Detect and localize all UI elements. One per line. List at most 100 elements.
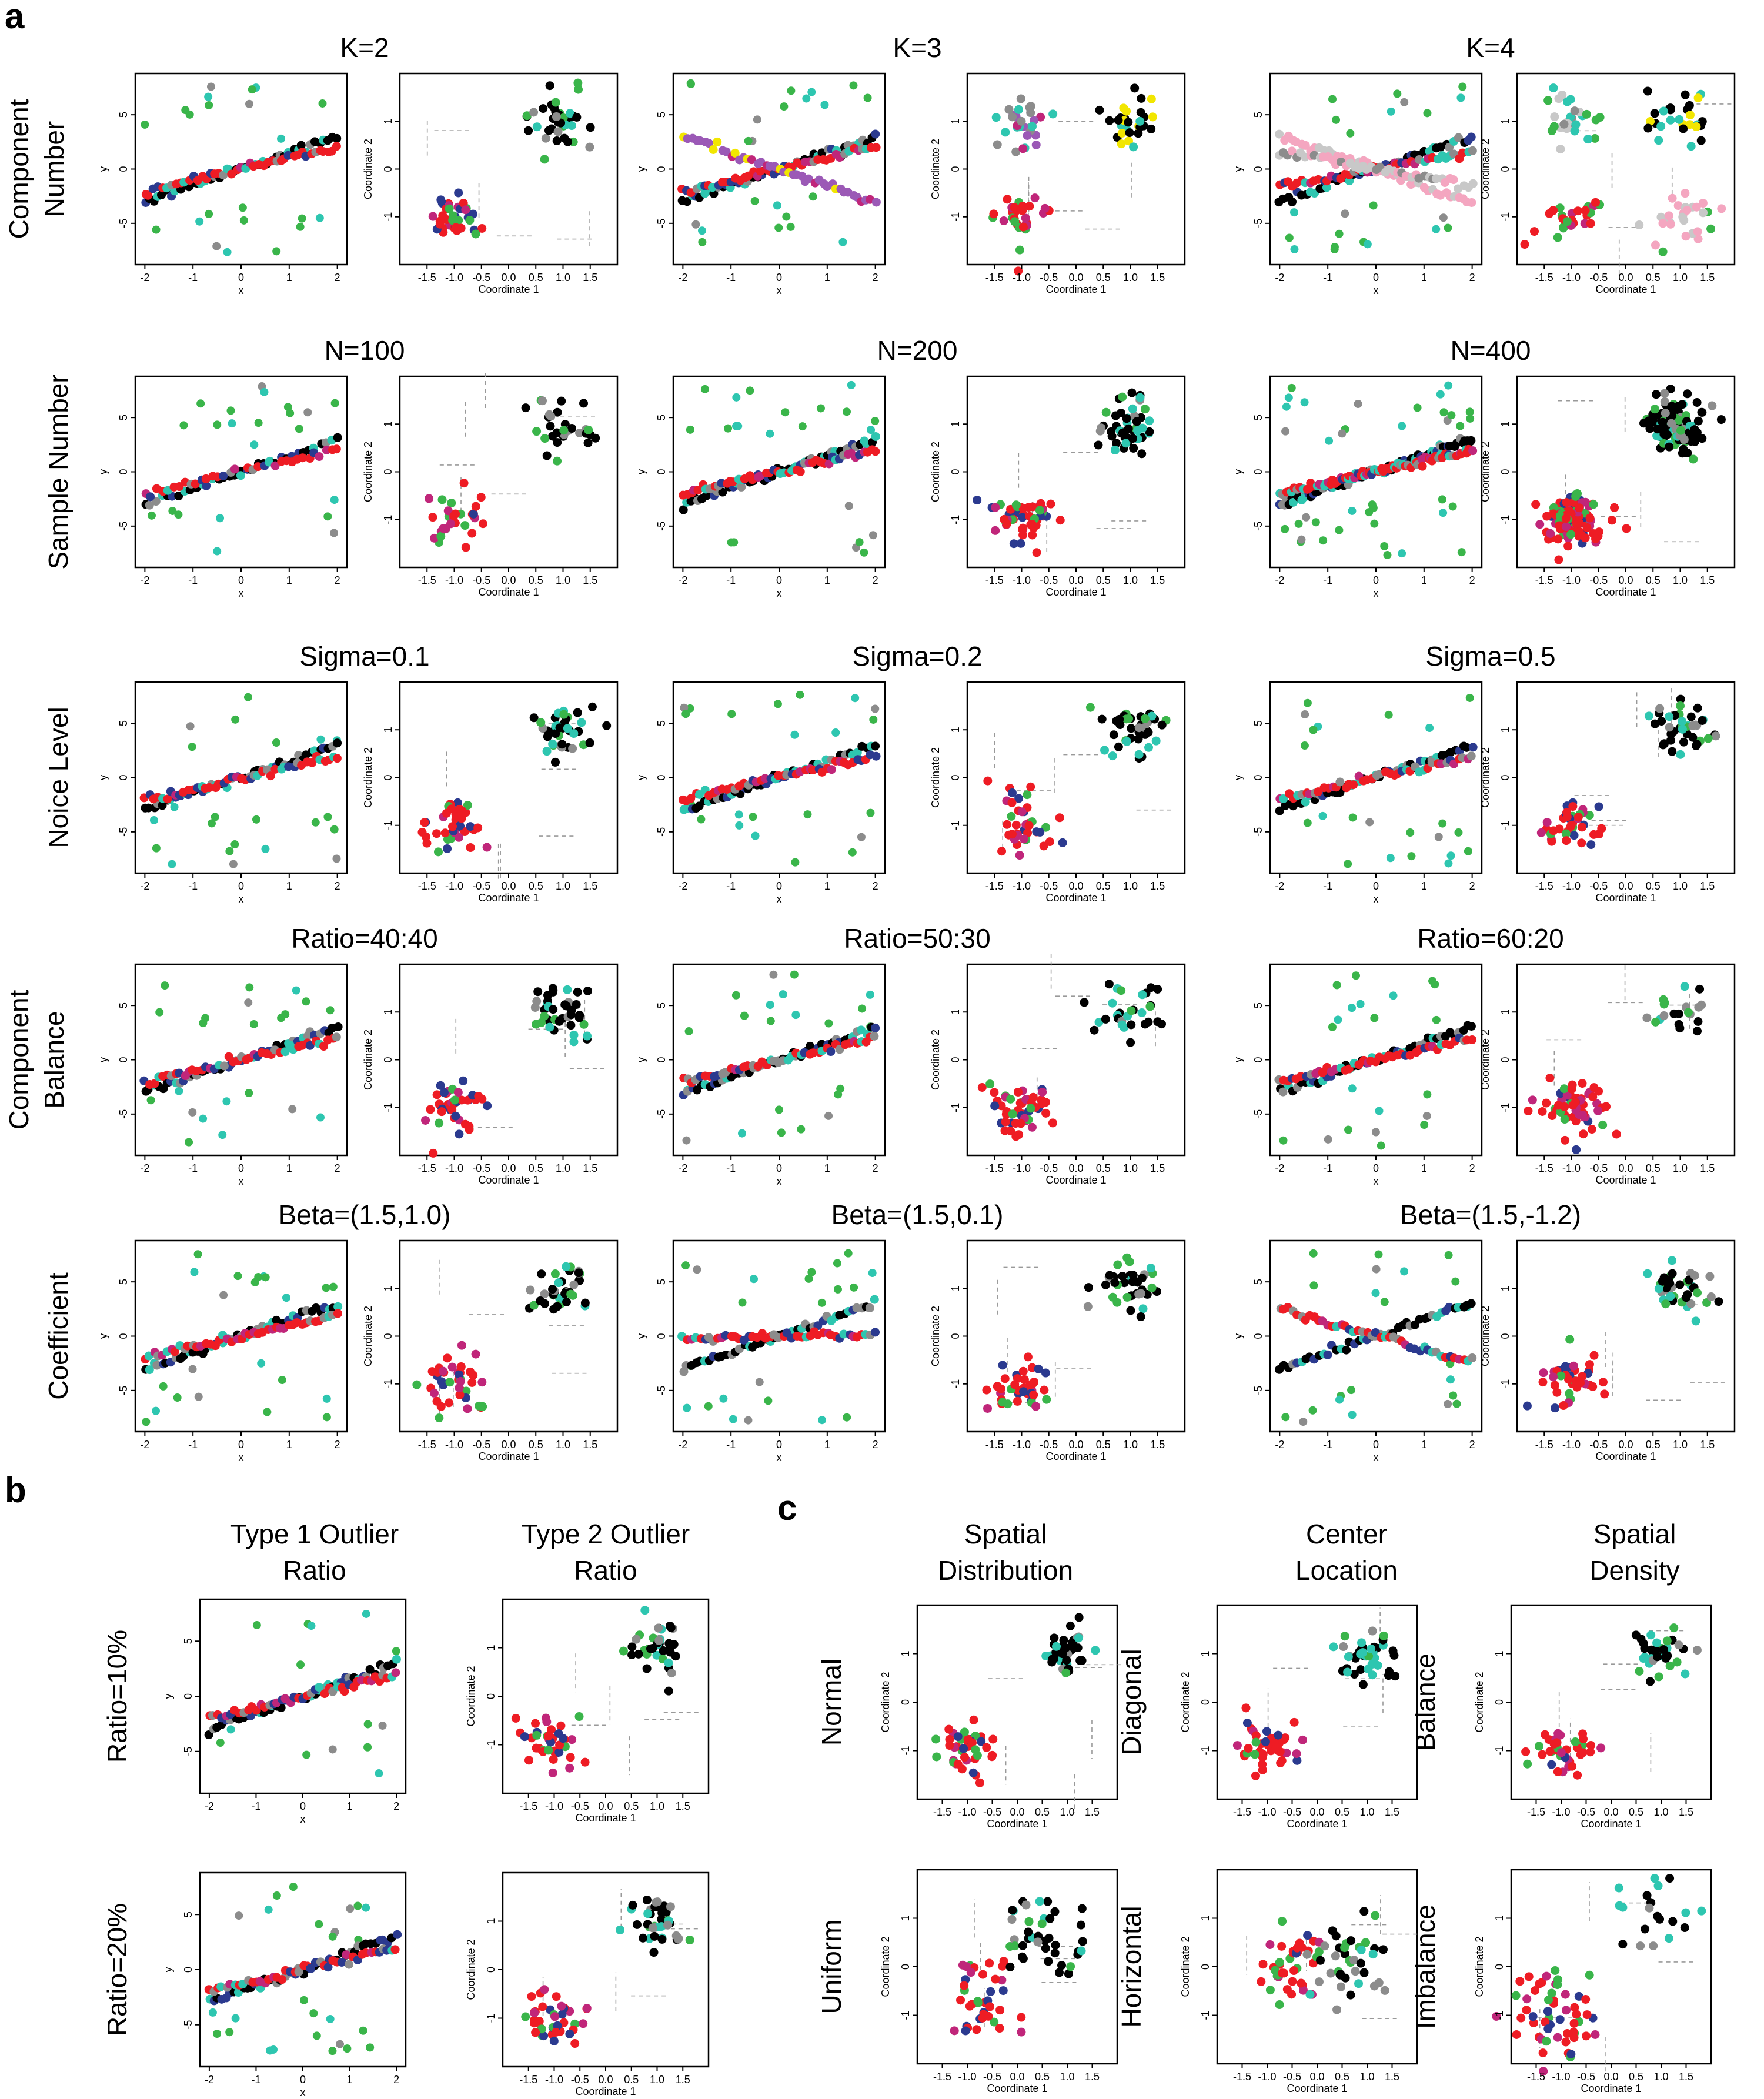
- mds-point: [1001, 128, 1010, 137]
- outlier-point: [328, 1745, 337, 1754]
- y-tick-label: 0: [382, 166, 394, 172]
- mds-point: [1573, 1770, 1582, 1780]
- regression-point: [391, 1668, 400, 1677]
- mds-point: [1105, 116, 1114, 125]
- outlier-point: [142, 1418, 151, 1426]
- y-tick-label: -5: [656, 522, 667, 531]
- mds-point: [1591, 198, 1601, 207]
- outlier-point: [774, 223, 783, 232]
- x-tick-label: 0.5: [1646, 880, 1661, 892]
- mds-point: [1132, 417, 1141, 426]
- outlier-point: [205, 209, 213, 218]
- x-tick-label: -1: [726, 1439, 736, 1450]
- mds-point: [1561, 514, 1571, 523]
- regression-point: [158, 801, 167, 810]
- x-tick-label: 1.0: [1060, 2071, 1074, 2083]
- outlier-point: [147, 511, 156, 520]
- mds-point: [1642, 1013, 1652, 1022]
- outlier-point: [782, 212, 791, 221]
- mds-point: [1585, 513, 1595, 523]
- mds-point: [643, 1909, 653, 1918]
- outlier-point: [1311, 518, 1320, 527]
- mds-point: [580, 1757, 590, 1767]
- outlier-point: [863, 93, 872, 102]
- mds-point: [1124, 714, 1134, 723]
- x-tick-label: 0.5: [529, 272, 543, 283]
- outlier-point: [824, 1111, 833, 1120]
- regression-point: [1466, 436, 1476, 445]
- y-tick-label: 0: [656, 774, 667, 780]
- mds-point: [1575, 518, 1584, 527]
- y-axis-label: y: [1232, 166, 1244, 172]
- mds-point: [1036, 112, 1045, 122]
- mds-point: [1538, 1378, 1548, 1387]
- mds-point: [1027, 1122, 1037, 1132]
- row-label: Normal: [816, 1659, 847, 1746]
- mds-point: [1643, 1269, 1652, 1278]
- outlier-point: [1356, 1000, 1365, 1008]
- x-tick-label: 1.5: [1085, 2071, 1100, 2083]
- row-label: Ratio=20%: [102, 1903, 132, 2036]
- y-tick-label: -5: [182, 2020, 194, 2030]
- regression-point: [305, 1041, 315, 1050]
- mds-point: [1118, 428, 1127, 437]
- mds-point: [1696, 136, 1706, 145]
- x-tick-label: 2: [335, 574, 340, 586]
- x-tick-label: 0.0: [1068, 880, 1083, 892]
- mds-point: [1339, 1642, 1348, 1652]
- mds-point: [1122, 737, 1131, 746]
- mds-point: [1542, 512, 1552, 521]
- mds-point: [1578, 1079, 1587, 1088]
- regression-point: [1275, 129, 1284, 139]
- y-tick-label: 5: [118, 1279, 129, 1285]
- mds-point: [1556, 1748, 1566, 1757]
- x-axis-label: x: [239, 587, 244, 599]
- x-tick-label: 0.5: [1646, 272, 1661, 283]
- mds-point: [1549, 509, 1558, 519]
- x-axis-label: Coordinate 1: [1595, 283, 1656, 295]
- x-tick-label: -1: [726, 574, 736, 586]
- mds-point: [447, 1362, 457, 1372]
- y-tick-label: 5: [182, 1911, 194, 1917]
- regression-point: [871, 143, 881, 152]
- outlier-point: [1371, 1289, 1380, 1298]
- mds-point: [987, 1752, 997, 1762]
- mds-point: [529, 108, 539, 117]
- mds-point: [1257, 1977, 1266, 1986]
- y-tick-label: 0: [1499, 1333, 1511, 1339]
- mds-point: [436, 532, 446, 541]
- mds-point: [1711, 731, 1720, 741]
- mds-point: [1048, 109, 1058, 119]
- outlier-point: [243, 693, 252, 701]
- mds-point: [573, 708, 582, 717]
- mds-point: [1013, 1087, 1023, 1097]
- mds-point: [1568, 1080, 1577, 1089]
- column-title: Ratio: [574, 1555, 637, 1586]
- x-tick-label: -0.5: [1040, 1439, 1058, 1450]
- outlier-point: [245, 99, 254, 108]
- outlier-point: [173, 1393, 182, 1402]
- outlier-point: [1464, 847, 1472, 855]
- outlier-point: [737, 1129, 746, 1138]
- outlier-point: [235, 1911, 243, 1920]
- outlier-point: [1369, 201, 1378, 210]
- mds-point: [1373, 1660, 1382, 1670]
- x-tick-label: 0.0: [1618, 272, 1633, 283]
- mds-point: [544, 1746, 553, 1755]
- regression-point: [1348, 780, 1358, 790]
- x-tick-label: 0: [776, 272, 782, 283]
- mds-point: [1582, 523, 1592, 532]
- mds-point: [1589, 1351, 1599, 1360]
- regression-point: [332, 754, 342, 763]
- y-tick-label: 1: [900, 1650, 911, 1656]
- mds-point: [1695, 984, 1705, 994]
- regression-point: [150, 1079, 159, 1088]
- x-tick-label: -1.0: [1562, 1162, 1581, 1174]
- mds-point: [435, 219, 445, 229]
- mds-point: [978, 1970, 987, 1979]
- regression-point: [1454, 133, 1463, 142]
- outlier-point: [332, 854, 341, 863]
- outlier-point: [226, 1725, 235, 1734]
- mds-point: [425, 494, 434, 503]
